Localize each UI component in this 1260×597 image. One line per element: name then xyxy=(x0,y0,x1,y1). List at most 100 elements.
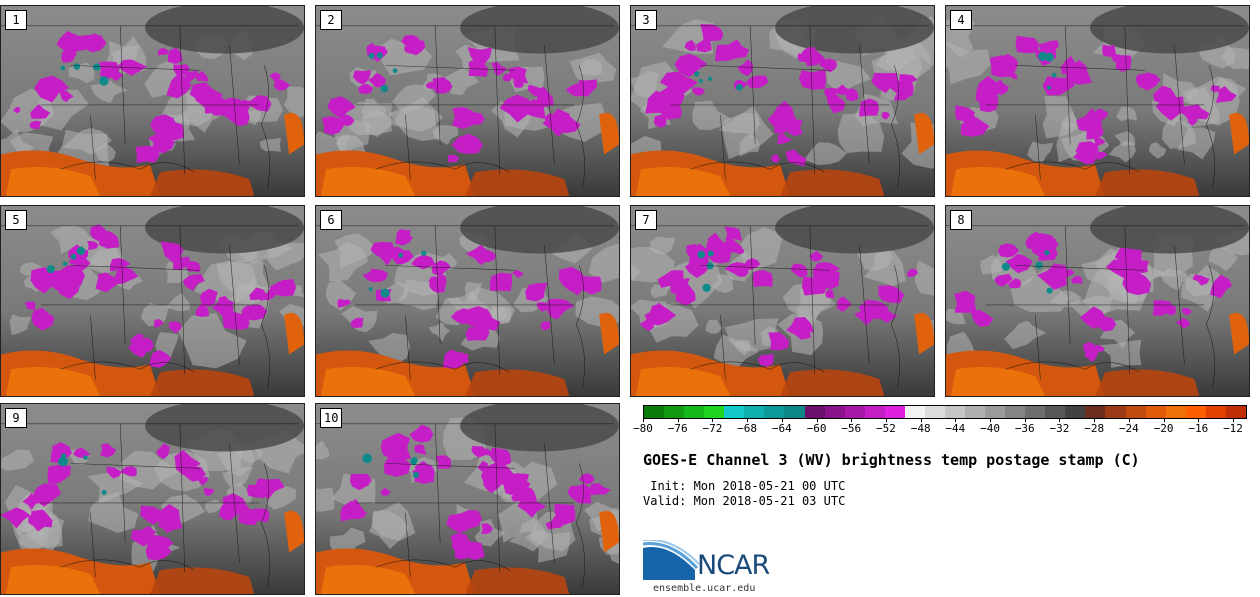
colorbar-tick-label: −44 xyxy=(945,422,966,435)
colorbar-tick-mark xyxy=(643,418,644,422)
colorbar-tick-mark xyxy=(1163,418,1165,422)
colorbar-tick-label: −80 xyxy=(633,422,653,435)
colorbar-tick-mark xyxy=(885,418,887,422)
colorbar-segment xyxy=(1165,406,1186,418)
colorbar-tick-label: −52 xyxy=(876,422,896,435)
water-vapor-map xyxy=(631,206,934,396)
colorbar-segment xyxy=(1025,406,1046,418)
colorbar-segment xyxy=(1085,406,1106,418)
colorbar-tick-mark xyxy=(1094,418,1096,422)
panel-member-number: 3 xyxy=(635,10,657,30)
water-vapor-map xyxy=(1,404,304,594)
panel-member-number: 2 xyxy=(320,10,342,30)
colorbar-tick-mark xyxy=(1233,418,1234,422)
colorbar-segment xyxy=(764,406,785,418)
colorbar-segment xyxy=(844,406,865,418)
figure-title: GOES-E Channel 3 (WV) brightness temp po… xyxy=(643,451,1140,469)
colorbar-segment xyxy=(1125,406,1146,418)
colorbar-segment xyxy=(744,406,765,418)
colorbar-tick-label: −68 xyxy=(737,422,758,435)
colorbar-segment xyxy=(904,406,925,418)
panel-member-number: 4 xyxy=(950,10,972,30)
colorbar-tick-mark xyxy=(1024,418,1026,422)
postage-stamp-panel: 7 xyxy=(630,205,935,397)
water-vapor-map xyxy=(1,206,304,396)
colorbar-tick-label: −56 xyxy=(841,422,862,435)
postage-stamp-panel: 8 xyxy=(945,205,1250,397)
colorbar-tick-mark xyxy=(920,418,922,422)
colorbar-tick-mark xyxy=(990,418,992,422)
colorbar-segment xyxy=(1065,406,1086,418)
panel-member-number: 5 xyxy=(5,210,27,230)
postage-stamp-panel: 3 xyxy=(630,5,935,197)
colorbar xyxy=(643,405,1247,419)
postage-stamp-panel: 1 xyxy=(0,5,305,197)
colorbar-tick-label: −16 xyxy=(1188,422,1209,435)
colorbar-segment xyxy=(804,406,825,418)
colorbar-tick-mark xyxy=(677,418,679,422)
colorbar-tick-mark xyxy=(851,418,853,422)
colorbar-segment xyxy=(864,406,885,418)
panel-member-number: 8 xyxy=(950,210,972,230)
postage-stamp-panel: 6 xyxy=(315,205,620,397)
colorbar-tick-label: −28 xyxy=(1084,422,1105,435)
colorbar-tick-mark xyxy=(955,418,957,422)
colorbar-tick-label: −76 xyxy=(667,422,688,435)
colorbar-tick-mark xyxy=(712,418,714,422)
colorbar-segment xyxy=(1185,406,1206,418)
panel-member-number: 6 xyxy=(320,210,342,230)
colorbar-segment xyxy=(724,406,745,418)
colorbar-segment xyxy=(1225,406,1246,418)
colorbar-segment xyxy=(704,406,725,418)
colorbar-tick-mark xyxy=(747,418,749,422)
init-time: Init: Mon 2018-05-21 00 UTC xyxy=(643,479,846,493)
panel-member-number: 9 xyxy=(5,408,27,428)
panel-member-number: 1 xyxy=(5,10,27,30)
postage-stamp-panel: 2 xyxy=(315,5,620,197)
colorbar-tick-mark xyxy=(1128,418,1130,422)
colorbar-tick-mark xyxy=(781,418,783,422)
panel-member-number: 10 xyxy=(320,408,343,428)
colorbar-tick-mark xyxy=(1059,418,1061,422)
colorbar-segment xyxy=(664,406,685,418)
colorbar-segment xyxy=(1105,406,1126,418)
colorbar-ticks: −80 −76 −72 −68 −64 −60 −56 −52 −48 −44 −40 −36 −32 −… xyxy=(633,418,1247,438)
colorbar-tick-label: −12 xyxy=(1223,422,1243,435)
water-vapor-map xyxy=(946,206,1249,396)
colorbar-tick-label: −48 xyxy=(910,422,931,435)
panel-member-number: 7 xyxy=(635,210,657,230)
colorbar-tick-label: −60 xyxy=(806,422,827,435)
postage-stamp-panel: 4 xyxy=(945,5,1250,197)
colorbar-tick-label: −20 xyxy=(1153,422,1174,435)
logo-url: ensemble.ucar.edu xyxy=(653,583,756,594)
colorbar-tick-label: −40 xyxy=(980,422,1000,435)
valid-time: Valid: Mon 2018-05-21 03 UTC xyxy=(643,494,846,508)
colorbar-segment xyxy=(824,406,845,418)
water-vapor-map xyxy=(631,6,934,196)
colorbar-tick-mark xyxy=(1198,418,1200,422)
postage-stamp-panel: 10 xyxy=(315,403,620,595)
colorbar-tick-label: −36 xyxy=(1014,422,1035,435)
colorbar-segment xyxy=(985,406,1006,418)
colorbar-tick-label: −72 xyxy=(702,422,723,435)
water-vapor-map xyxy=(316,6,619,196)
colorbar-tick-label: −24 xyxy=(1118,422,1139,435)
colorbar-segment xyxy=(965,406,986,418)
ncar-wordmark: NCAR xyxy=(697,550,770,581)
colorbar-segment xyxy=(1145,406,1166,418)
colorbar-tick-mark xyxy=(816,418,818,422)
ncar-logo xyxy=(643,540,700,580)
colorbar-segment xyxy=(1205,406,1226,418)
water-vapor-map xyxy=(1,6,304,196)
water-vapor-map xyxy=(946,6,1249,196)
colorbar-segment xyxy=(884,406,905,418)
colorbar-tick-label: −32 xyxy=(1049,422,1070,435)
colorbar-segment xyxy=(1005,406,1026,418)
colorbar-segment xyxy=(924,406,945,418)
postage-stamp-panel: 5 xyxy=(0,205,305,397)
colorbar-tick-label: −64 xyxy=(771,422,792,435)
water-vapor-map xyxy=(316,206,619,396)
colorbar-segment xyxy=(684,406,705,418)
colorbar-segment xyxy=(944,406,965,418)
colorbar-segment xyxy=(1045,406,1066,418)
